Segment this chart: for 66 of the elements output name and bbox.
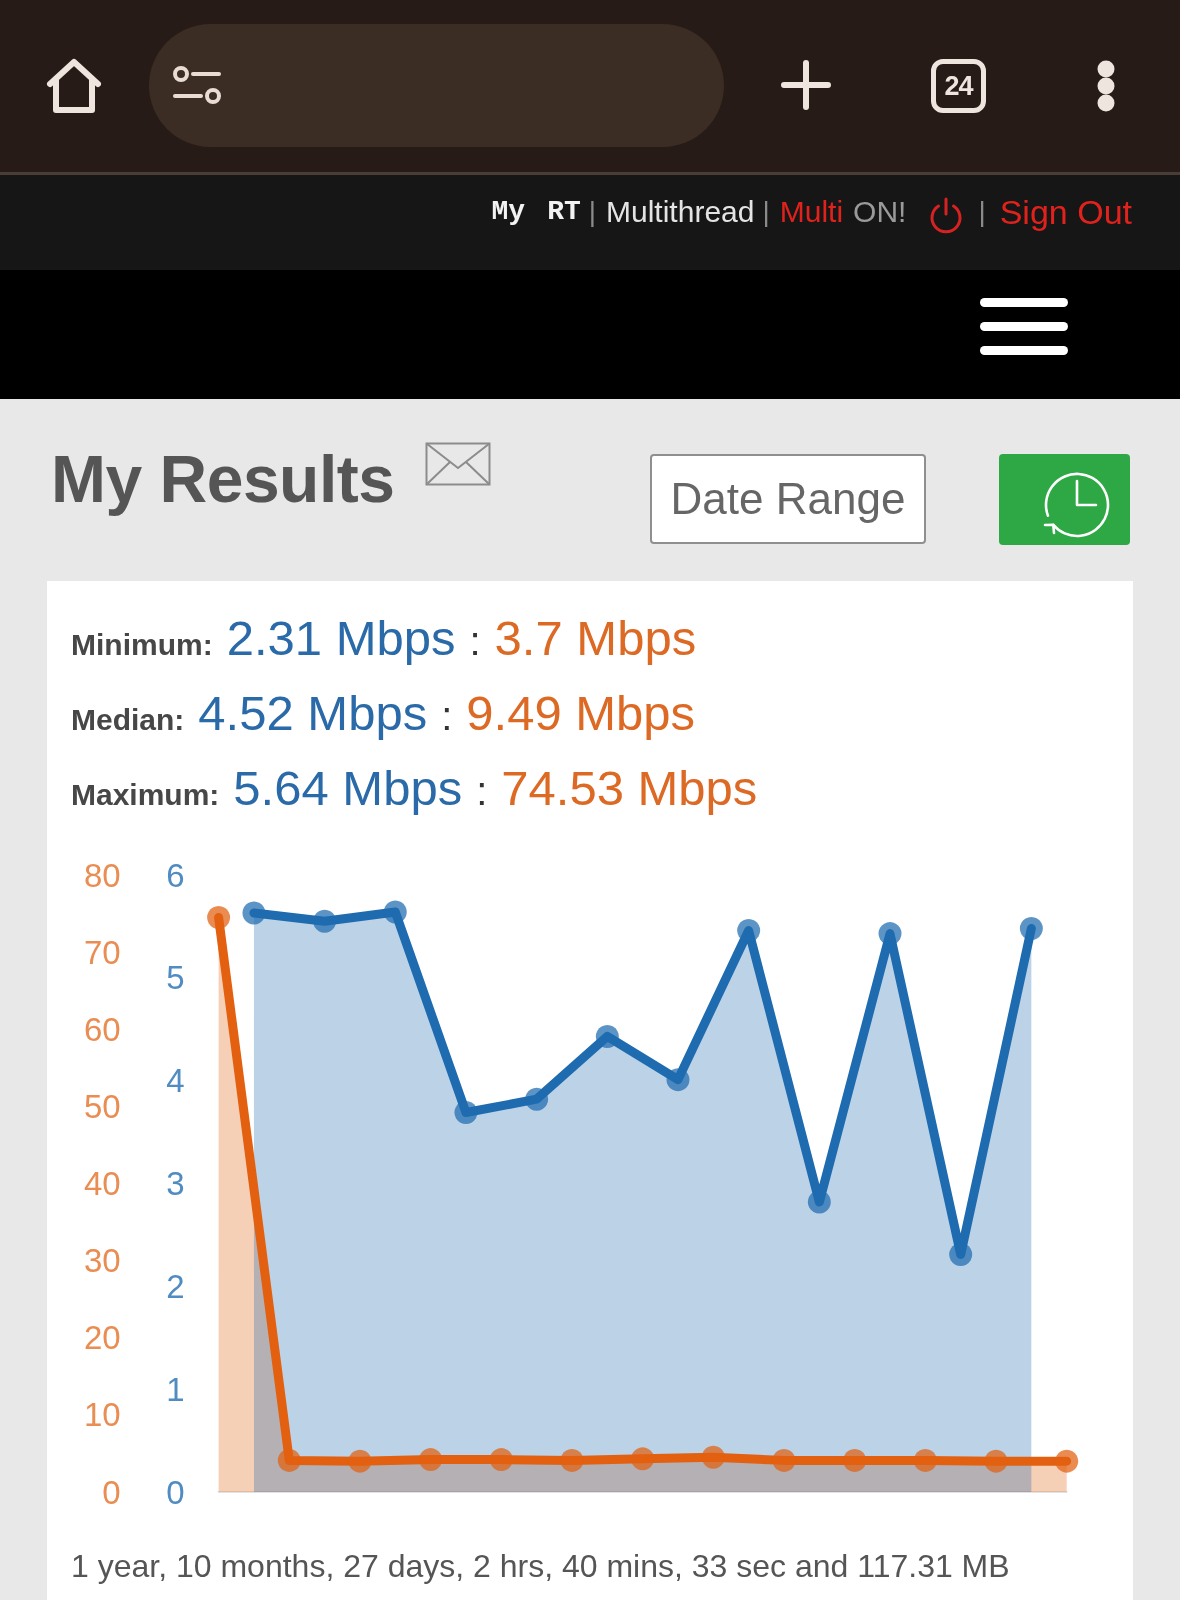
y-tick-label: 10	[83, 1396, 121, 1434]
text: 1 year, 10 months, 27 days, 2 hrs, 40 mins, 33 sec and 117.31 MB	[71, 1548, 1010, 1584]
point	[701, 1445, 725, 1469]
text: Multithread	[606, 195, 755, 228]
point	[525, 1087, 549, 1111]
y-tick-label: 40	[83, 1165, 121, 1202]
y2-tick-label: 5	[166, 959, 185, 997]
text: 2.31 Mbps	[226, 611, 456, 665]
text: |	[978, 196, 986, 227]
chart-title: My Results	[51, 442, 395, 516]
point	[383, 900, 407, 924]
y2-tick-label: 0	[166, 1473, 185, 1511]
text: 3.7 Mbps	[494, 611, 697, 665]
y-tick-label: 70	[83, 933, 121, 971]
text: :	[469, 619, 481, 663]
point	[1055, 1449, 1079, 1473]
text: Median:	[71, 703, 185, 736]
point	[913, 1448, 937, 1472]
y2-tick-label: 6	[166, 856, 185, 894]
point	[631, 1447, 655, 1471]
point	[949, 1242, 973, 1266]
text: 9.49 Mbps	[466, 686, 696, 740]
point	[595, 1024, 619, 1048]
text: My	[491, 196, 526, 227]
text: :	[441, 694, 453, 738]
y2-tick-label: 1	[166, 1370, 185, 1408]
text: :	[476, 769, 488, 813]
text: 4.52 Mbps	[198, 686, 428, 740]
text: |	[762, 196, 770, 227]
date-range-button: Date Range	[650, 454, 926, 544]
point	[454, 1101, 478, 1125]
point	[772, 1448, 796, 1472]
y2-tick-label: 3	[166, 1165, 185, 1202]
y-tick-label: 30	[83, 1242, 121, 1280]
y-tick-label: 50	[83, 1087, 121, 1125]
text: ON!	[853, 195, 907, 228]
y-tick-label: 80	[83, 856, 121, 894]
y2-tick-label: 4	[166, 1062, 185, 1100]
text: Sign Out	[999, 193, 1132, 231]
point	[737, 919, 761, 943]
point	[843, 1448, 867, 1472]
text: |	[588, 196, 597, 227]
text: Multi	[779, 195, 844, 228]
point	[666, 1068, 690, 1092]
point	[419, 1448, 443, 1472]
y-tick-label: 60	[83, 1010, 121, 1048]
text: Minimum:	[71, 628, 213, 661]
point	[207, 905, 231, 929]
point	[313, 909, 337, 933]
text: RT	[547, 196, 581, 227]
point	[348, 1449, 372, 1473]
y-tick-label: 20	[83, 1319, 121, 1357]
y-tick-label: 0	[102, 1473, 121, 1511]
point	[242, 901, 266, 925]
point	[984, 1449, 1008, 1473]
text: 5.64 Mbps	[233, 761, 463, 815]
point	[277, 1448, 301, 1472]
point	[1019, 916, 1043, 940]
y2-tick-label: 2	[166, 1267, 185, 1305]
point	[489, 1448, 513, 1472]
point	[807, 1190, 831, 1214]
point	[560, 1448, 584, 1472]
point	[878, 922, 902, 946]
text: 74.53 Mbps	[501, 761, 758, 815]
text: Maximum:	[71, 778, 220, 811]
tabs-icon: 24	[931, 59, 986, 113]
